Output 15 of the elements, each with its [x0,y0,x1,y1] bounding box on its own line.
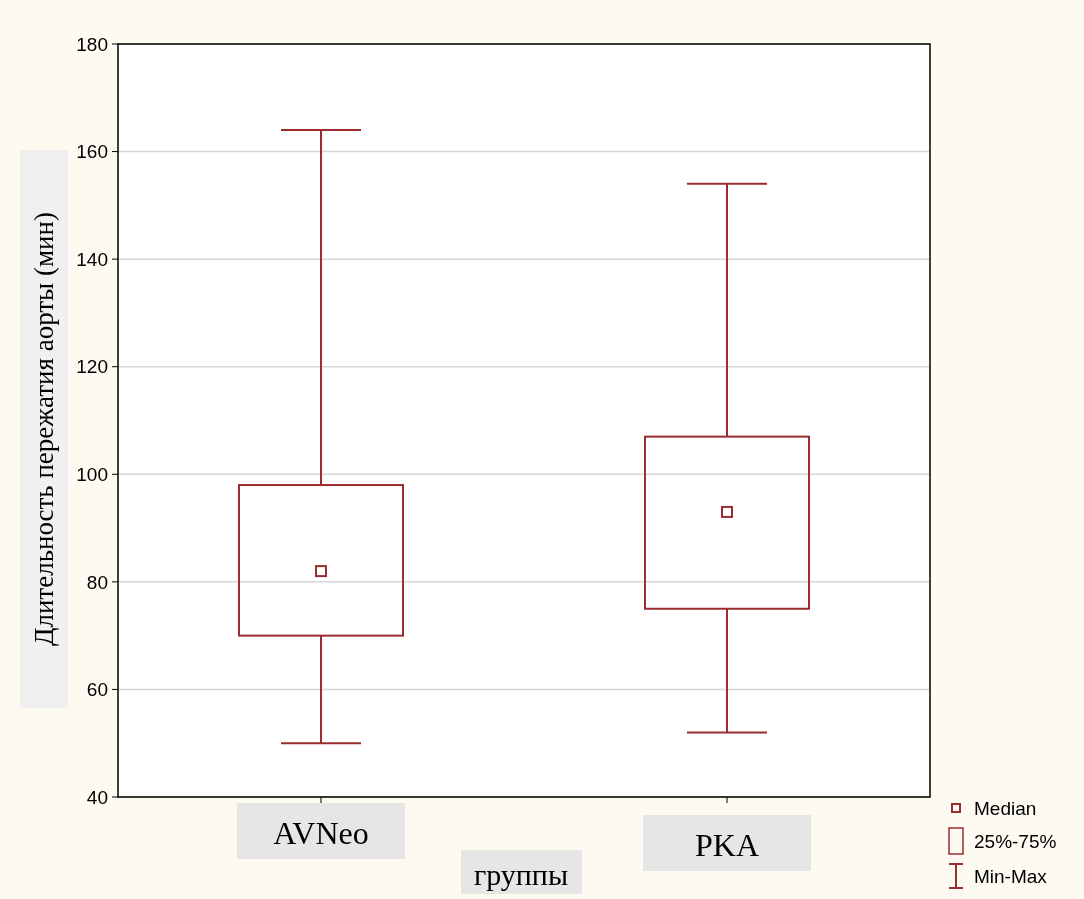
text: Min-Max [974,865,1048,887]
y-tick-label: 160 [76,141,108,163]
text: 25%-75% [974,830,1057,852]
y-tick-label: 120 [76,356,108,378]
y-tick-label: 80 [86,571,108,593]
x-tick-label: PKA [694,827,760,864]
text: Median [974,797,1037,819]
y-tick-label: 40 [86,786,108,808]
y-tick-label: 180 [76,33,108,55]
x-tick-label: AVNeo [273,815,369,852]
y-tick-label: 60 [86,679,108,701]
x-axis-title: группы [473,857,569,891]
y-tick-label: 100 [76,463,108,485]
y-axis-title: Длительность пережатия аорты (мин) [29,212,60,646]
y-tick-label: 140 [76,248,108,270]
